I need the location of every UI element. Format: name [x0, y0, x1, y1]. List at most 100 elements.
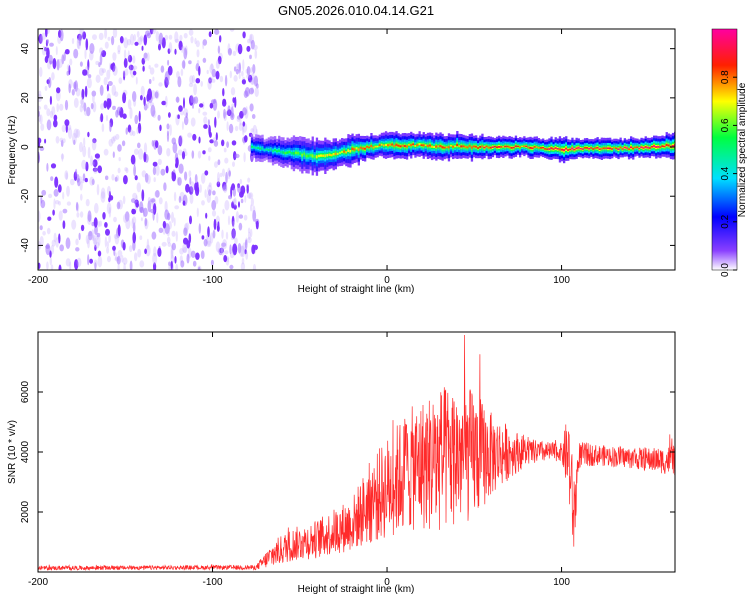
noise-blob	[85, 198, 90, 207]
y-tick-label: -40	[20, 238, 31, 253]
noise-blob	[65, 123, 68, 133]
ridge-cell	[412, 143, 415, 146]
noise-blob	[224, 157, 229, 164]
noise-blob	[173, 217, 176, 227]
noise-blob	[95, 74, 101, 84]
ridge-cell	[290, 151, 293, 155]
noise-blob	[219, 35, 222, 43]
noise-blob	[248, 192, 254, 200]
noise-blob	[112, 29, 118, 38]
noise-blob	[152, 166, 157, 176]
ridge-cell	[410, 144, 413, 147]
noise-blob	[166, 147, 171, 157]
noise-blob	[41, 189, 47, 196]
noise-blob	[233, 66, 237, 72]
noise-blob	[103, 77, 108, 86]
noise-blob	[97, 255, 103, 268]
noise-blob	[157, 145, 163, 156]
ridge-cell	[615, 147, 618, 150]
noise-blob	[232, 199, 237, 204]
ridge-cell	[278, 149, 281, 152]
ridge-cell	[416, 144, 419, 146]
noise-blob	[179, 34, 183, 42]
noise-blob	[252, 44, 258, 51]
noise-blob	[222, 186, 227, 192]
ridge-cell	[548, 148, 551, 150]
noise-blob	[159, 124, 162, 131]
noise-blob	[216, 181, 221, 188]
noise-blob	[80, 193, 83, 201]
noise-blob	[241, 70, 244, 77]
noise-blob	[99, 220, 102, 227]
ridge-cell	[579, 148, 582, 150]
noise-blob	[166, 123, 170, 130]
noise-blob	[152, 161, 158, 167]
ridge-cell	[632, 147, 635, 150]
noise-blob	[131, 218, 134, 229]
noise-blob	[238, 73, 241, 80]
noise-blob	[124, 211, 130, 222]
ridge-cell	[552, 148, 555, 150]
ridge-cell	[512, 146, 515, 149]
noise-blob	[245, 106, 248, 114]
noise-blob	[46, 47, 50, 59]
ridge-cell	[458, 145, 461, 148]
noise-blob	[87, 146, 91, 159]
noise-blob	[194, 37, 197, 45]
noise-blob	[62, 208, 68, 214]
ridge-cell	[600, 147, 603, 150]
noise-blob	[105, 175, 109, 181]
noise-blob	[242, 126, 245, 136]
noise-blob	[232, 161, 235, 167]
ridge-cell	[653, 145, 656, 147]
noise-blob	[91, 139, 97, 151]
ridge-cell	[657, 146, 660, 148]
noise-blob	[78, 34, 82, 47]
noise-blob	[61, 153, 64, 162]
ridge-cell	[571, 147, 574, 150]
noise-blob	[177, 177, 182, 186]
ridge-cell	[364, 147, 367, 150]
ridge-cell	[286, 151, 289, 154]
ridge-cell	[357, 148, 360, 151]
noise-blob	[123, 175, 128, 185]
ridge-cell	[387, 144, 390, 147]
noise-blob	[44, 85, 48, 91]
spectrogram-xlabel: Height of straight line (km)	[298, 284, 415, 295]
noise-blob	[38, 105, 42, 111]
noise-blob	[154, 91, 159, 99]
noise-blob	[233, 204, 237, 210]
noise-blob	[189, 177, 192, 185]
noise-blob	[56, 103, 59, 113]
noise-blob	[51, 106, 56, 116]
noise-blob	[129, 33, 135, 46]
noise-blob	[50, 244, 55, 255]
noise-blob	[205, 212, 208, 219]
ridge-cell	[671, 145, 675, 148]
ridge-cell	[263, 149, 266, 151]
noise-blob	[210, 63, 214, 71]
ridge-cell	[397, 144, 400, 147]
noise-blob	[117, 50, 121, 55]
noise-blob	[99, 47, 104, 54]
noise-blob	[40, 123, 45, 131]
ridge-cell	[257, 146, 260, 149]
noise-blob	[122, 195, 126, 205]
noise-blob	[151, 140, 155, 147]
noise-blob	[160, 65, 165, 73]
noise-blob	[211, 200, 217, 211]
noise-blob	[94, 202, 99, 214]
noise-blob	[191, 74, 195, 84]
ridge-cell	[307, 154, 310, 158]
noise-blob	[45, 29, 48, 38]
ridge-cell	[539, 147, 543, 149]
snr-axes: -200 -100 0 100 2000 4000 6000	[20, 332, 675, 588]
noise-blob	[164, 95, 168, 108]
noise-blob	[207, 119, 210, 127]
noise-blob	[143, 142, 148, 155]
noise-blob	[158, 82, 163, 87]
noise-blob	[87, 131, 90, 138]
noise-blob	[119, 106, 122, 112]
